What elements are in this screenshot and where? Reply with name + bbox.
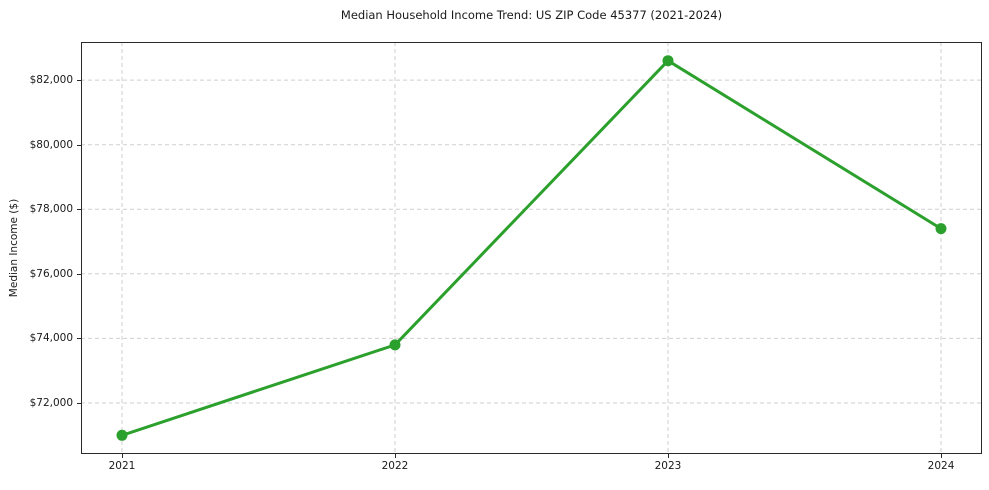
y-tick-mark [77,80,81,81]
x-tick-mark [941,454,942,458]
y-tick-label: $74,000 [29,332,73,345]
x-tick-label: 2021 [108,460,136,472]
y-tick-label: $76,000 [29,267,73,280]
y-tick-label: $78,000 [29,203,73,216]
data-point-marker [662,55,674,67]
y-tick-mark [77,145,81,146]
plot-frame [81,42,982,454]
y-tick-mark [77,274,81,275]
x-tick-label: 2024 [927,460,955,472]
trend-line [120,59,943,437]
plot-area [81,42,982,454]
x-tick-mark [122,454,123,458]
y-tick-label: $80,000 [29,138,73,151]
y-tick-label: $72,000 [29,396,73,409]
x-tick-label: 2023 [654,460,682,472]
y-tick-label: $82,000 [29,74,73,87]
line-chart-svg [81,42,982,454]
data-point-marker [389,339,401,351]
x-tick-mark [668,454,669,458]
x-tick-label: 2022 [381,460,409,472]
chart-title: Median Household Income Trend: US ZIP Co… [340,8,723,22]
data-point-marker [116,429,128,441]
y-tick-mark [77,209,81,210]
data-point-marker [935,223,947,235]
y-tick-mark [77,338,81,339]
x-tick-mark [395,454,396,458]
y-tick-mark [77,403,81,404]
